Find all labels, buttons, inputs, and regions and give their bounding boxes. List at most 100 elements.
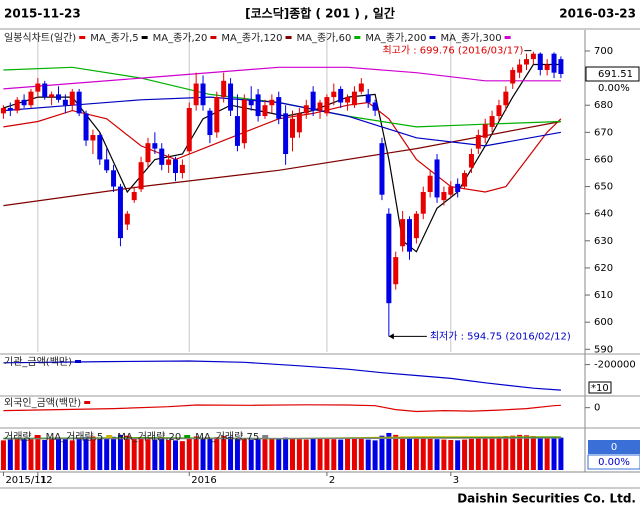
chart-title: [코스닥]종합 ( 201 ) , 일간 xyxy=(245,6,395,21)
candle-body xyxy=(345,97,351,103)
candle-body xyxy=(503,91,509,106)
y-tick-label: 630 xyxy=(594,236,613,247)
candle-body xyxy=(351,91,357,106)
legend-label: MA_종가,300 xyxy=(440,32,501,44)
candle-body xyxy=(159,148,165,165)
candle-body xyxy=(104,159,110,171)
candle-body xyxy=(317,102,323,111)
candle-body xyxy=(365,94,371,103)
volume-bar xyxy=(331,439,337,470)
volume-bar xyxy=(138,438,144,470)
y-tick-label: 0 xyxy=(594,403,600,414)
unit-label: *10 xyxy=(591,383,609,394)
legend-swatch xyxy=(504,36,511,39)
volume-bar xyxy=(365,439,371,470)
candle-body xyxy=(7,107,13,111)
volume-bar xyxy=(90,436,96,470)
volume-bar xyxy=(358,438,364,470)
legend-swatch xyxy=(75,360,82,363)
candle-body xyxy=(262,105,268,117)
candle-body xyxy=(42,83,48,98)
legend-swatch xyxy=(34,435,41,438)
candle-body xyxy=(269,99,275,106)
candle-body xyxy=(76,91,82,114)
candle-body xyxy=(427,175,433,192)
candle-body xyxy=(407,219,412,252)
candle-body xyxy=(475,135,481,149)
footer: Daishin Securities Co. Ltd. xyxy=(457,492,636,506)
legend-swatch xyxy=(84,401,91,404)
volume-bar xyxy=(145,439,151,470)
high-annotation: 최고가 : 699.76 (2016/03/17) xyxy=(382,45,523,57)
legend-swatch xyxy=(79,36,86,39)
volume-bar xyxy=(200,437,206,470)
candle-body xyxy=(276,97,282,119)
legend-label: 일봉식차트(일간) xyxy=(4,32,76,44)
candle-body xyxy=(524,59,529,65)
volume-bar xyxy=(152,439,158,470)
y-tick-label: 590 xyxy=(594,344,613,355)
volume-bar xyxy=(269,438,275,470)
moving-average xyxy=(3,66,561,90)
candle-body xyxy=(145,143,151,163)
volume-bar xyxy=(400,436,406,470)
candle-body xyxy=(303,105,309,114)
volume-bar xyxy=(537,436,543,470)
candle-body xyxy=(551,53,557,73)
candle-body xyxy=(69,91,75,106)
volume-bar xyxy=(207,438,213,470)
candle-body xyxy=(468,154,474,168)
x-tick-label: 12 xyxy=(40,475,53,486)
unit-badge xyxy=(588,381,612,394)
candle-body xyxy=(221,80,227,98)
volume-bar xyxy=(117,434,123,470)
candle-body xyxy=(496,105,502,117)
volume-bar xyxy=(276,438,282,470)
volume-bar xyxy=(179,441,185,470)
candle-body xyxy=(434,159,440,198)
volume-bar xyxy=(186,438,192,470)
candle-body xyxy=(62,99,68,106)
candle-body xyxy=(228,83,234,111)
legend-label: MA_종가,200 xyxy=(365,32,426,44)
candle-body xyxy=(358,83,364,92)
volume-bar xyxy=(214,437,220,470)
candle-body xyxy=(28,91,34,106)
legend-swatch xyxy=(285,36,292,39)
volume-bar xyxy=(393,434,399,470)
legend-label: 기관_금액(백만) xyxy=(4,356,72,368)
volume-bar xyxy=(131,438,137,470)
volume-bar xyxy=(413,437,419,470)
volume-bar xyxy=(283,437,289,470)
candle-body xyxy=(166,159,172,165)
candle-body xyxy=(0,107,6,114)
candle-body xyxy=(138,162,144,190)
candle-body xyxy=(324,97,330,114)
legend-swatch xyxy=(141,36,148,39)
volume-bar xyxy=(524,435,529,470)
y-tick-label: 600 xyxy=(594,317,613,328)
volume-bar xyxy=(296,439,302,470)
candle-body xyxy=(21,99,27,106)
candle-body xyxy=(200,83,206,106)
moving-average xyxy=(3,120,562,207)
volume-bar xyxy=(221,436,227,470)
candle-body xyxy=(544,64,550,70)
legend-swatch xyxy=(262,435,269,438)
y-tick-label: 610 xyxy=(594,290,613,301)
legend-swatch xyxy=(210,36,217,39)
candle-body xyxy=(462,173,468,187)
candle-body xyxy=(234,116,240,146)
candle-body xyxy=(290,118,295,138)
volume-change: 0.00% xyxy=(598,457,630,468)
volume-bar xyxy=(462,439,468,470)
volume-bar xyxy=(0,440,6,470)
volume-bar xyxy=(42,439,48,470)
candle-body xyxy=(489,116,495,127)
candle-body xyxy=(517,64,523,73)
volume-bar xyxy=(228,436,234,470)
candle-body xyxy=(413,213,419,239)
volume-bar xyxy=(262,438,268,470)
candle-body xyxy=(207,110,213,136)
candle-body xyxy=(83,113,89,141)
